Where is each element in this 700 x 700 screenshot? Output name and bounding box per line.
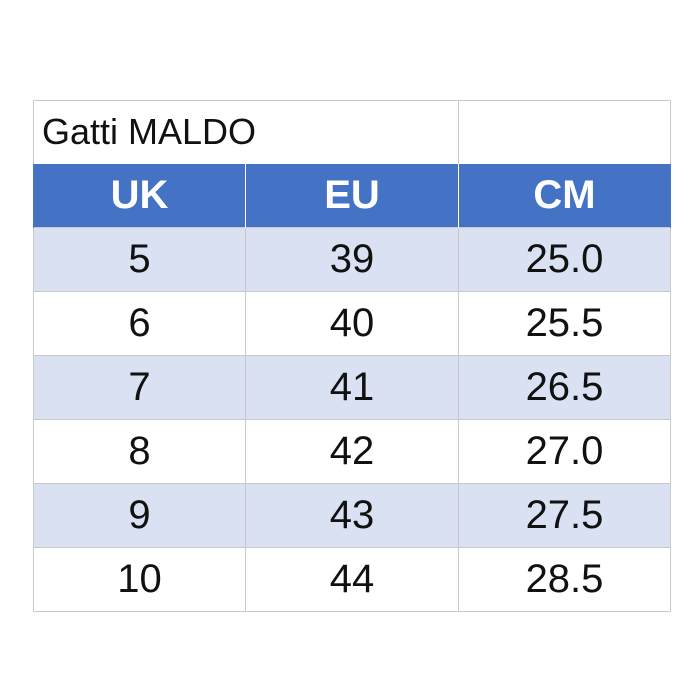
cell-uk: 10 bbox=[33, 547, 246, 612]
cell-eu: 41 bbox=[245, 355, 459, 420]
table-row: 7 41 26.5 bbox=[33, 355, 671, 420]
table-row: 8 42 27.0 bbox=[33, 419, 671, 484]
cell-cm: 25.0 bbox=[458, 227, 671, 292]
cell-cm: 27.0 bbox=[458, 419, 671, 484]
header-row: UK EU CM bbox=[33, 163, 671, 228]
table-title: Gatti MALDO bbox=[33, 100, 459, 164]
size-chart-table: Gatti MALDO UK EU CM 5 39 25.0 6 40 25.5… bbox=[33, 100, 671, 612]
cell-cm: 25.5 bbox=[458, 291, 671, 356]
cell-eu: 44 bbox=[245, 547, 459, 612]
cell-cm: 28.5 bbox=[458, 547, 671, 612]
cell-eu: 42 bbox=[245, 419, 459, 484]
table-row: 6 40 25.5 bbox=[33, 291, 671, 356]
table-row: 9 43 27.5 bbox=[33, 483, 671, 548]
cell-eu: 40 bbox=[245, 291, 459, 356]
column-header-eu: EU bbox=[245, 163, 459, 228]
cell-eu: 43 bbox=[245, 483, 459, 548]
cell-cm: 27.5 bbox=[458, 483, 671, 548]
cell-uk: 7 bbox=[33, 355, 246, 420]
table-row: 10 44 28.5 bbox=[33, 547, 671, 612]
cell-uk: 6 bbox=[33, 291, 246, 356]
table-row: 5 39 25.0 bbox=[33, 227, 671, 292]
title-empty-cell bbox=[458, 100, 671, 164]
title-row: Gatti MALDO bbox=[33, 100, 671, 164]
cell-uk: 5 bbox=[33, 227, 246, 292]
cell-eu: 39 bbox=[245, 227, 459, 292]
cell-uk: 8 bbox=[33, 419, 246, 484]
column-header-cm: CM bbox=[458, 163, 671, 228]
cell-cm: 26.5 bbox=[458, 355, 671, 420]
column-header-uk: UK bbox=[33, 163, 246, 228]
cell-uk: 9 bbox=[33, 483, 246, 548]
